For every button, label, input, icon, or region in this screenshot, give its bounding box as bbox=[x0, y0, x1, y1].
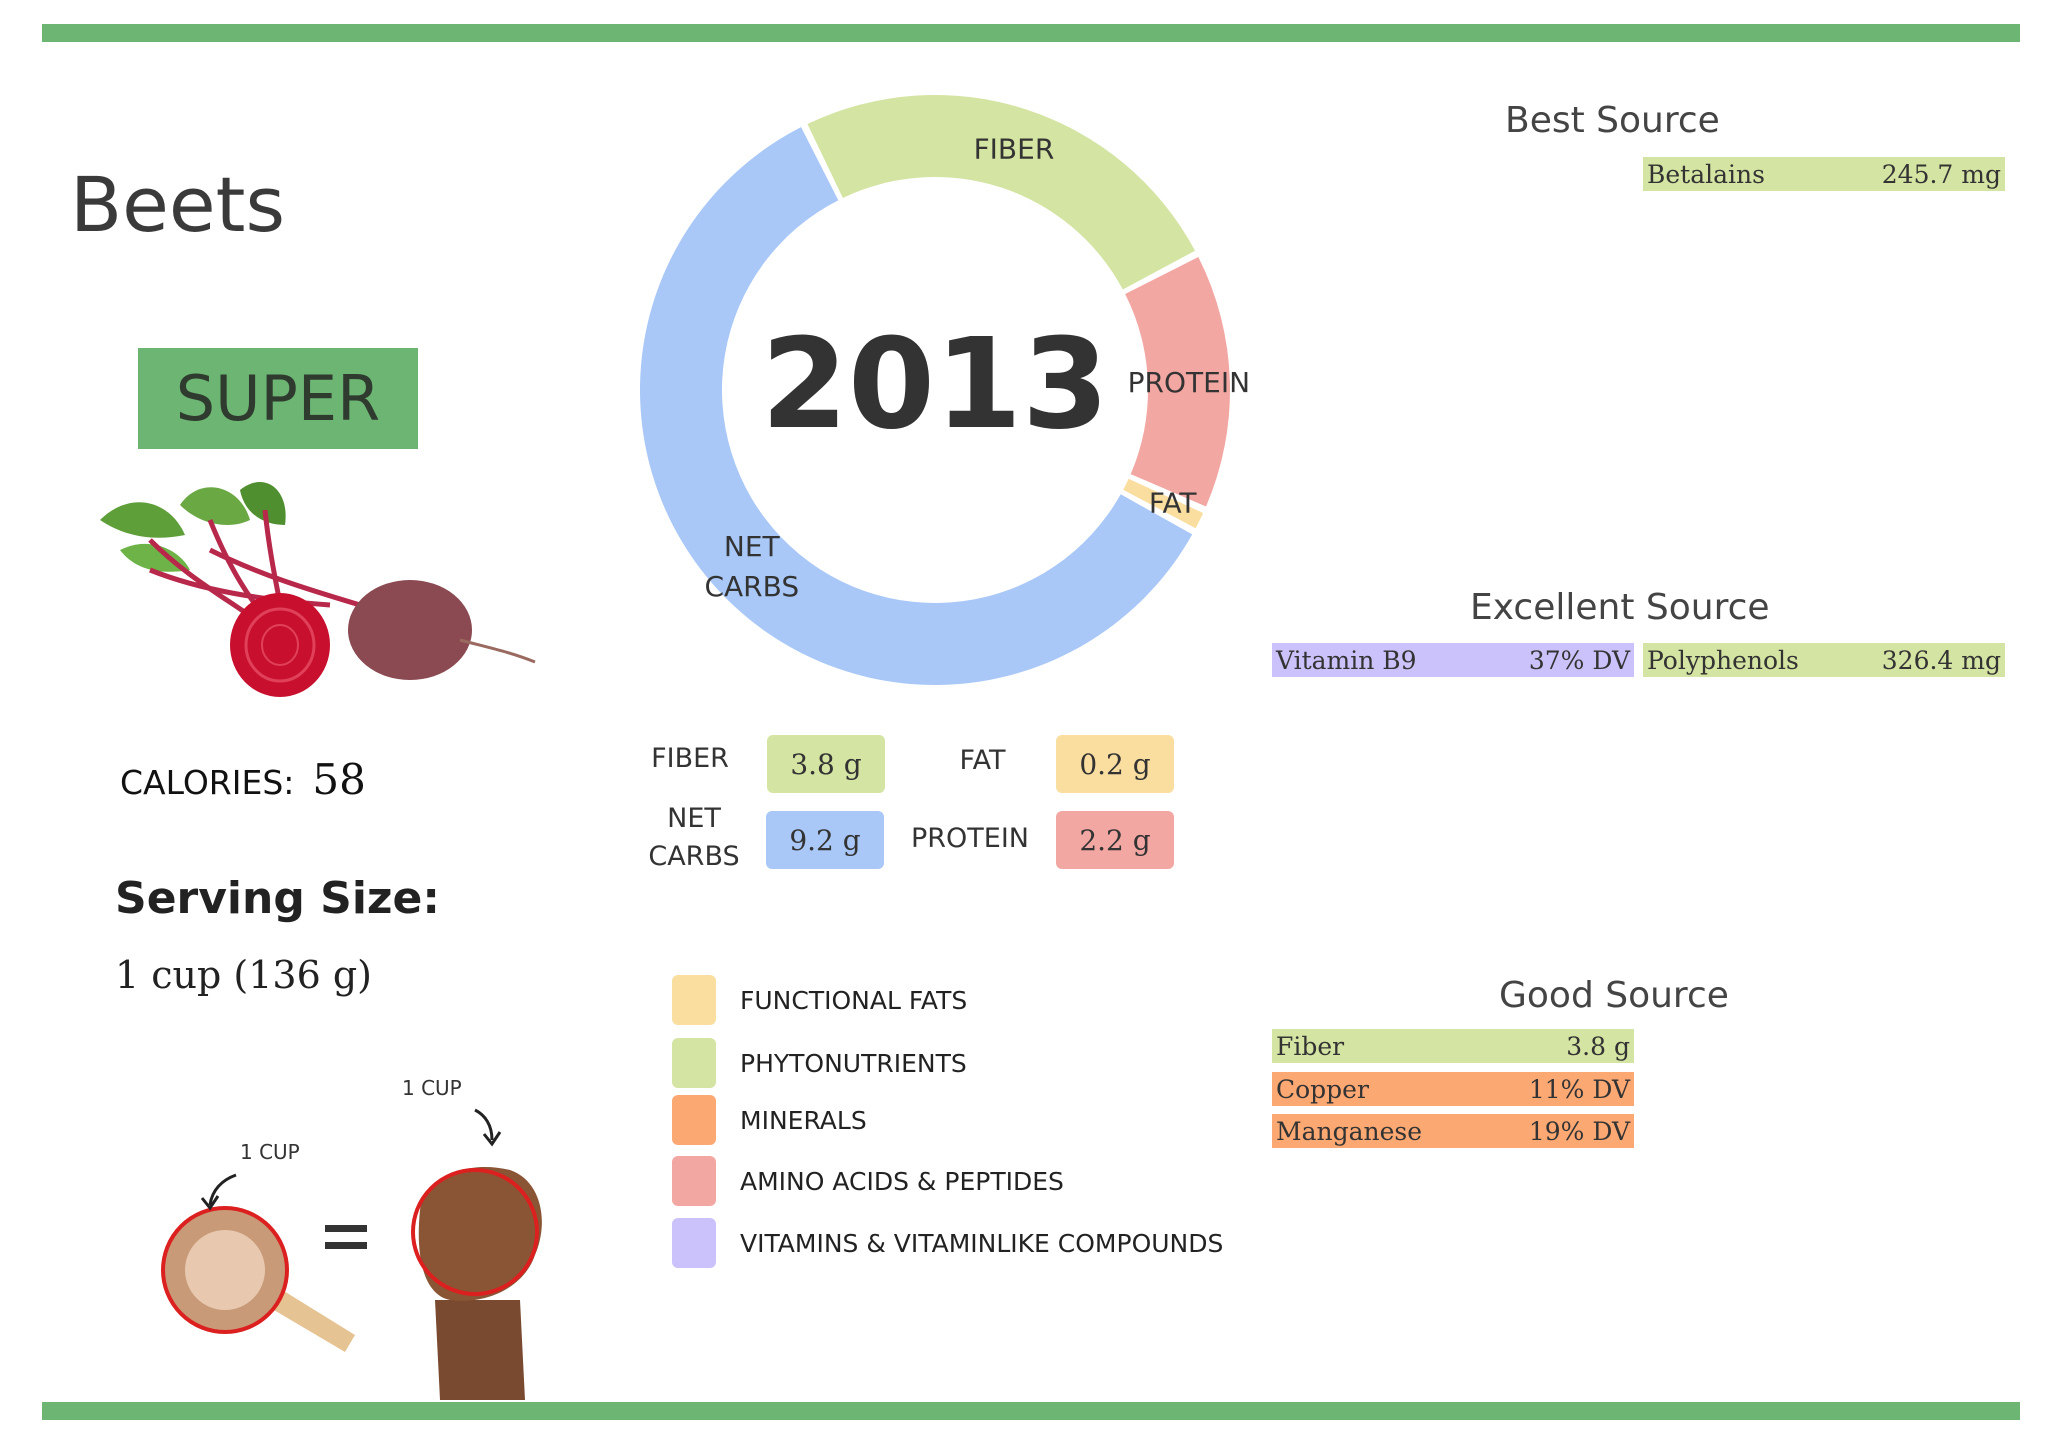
calories-label: CALORIES: bbox=[120, 763, 295, 802]
macronutrient-donut-chart: FIBER PROTEIN FAT NET CARBS 2013 bbox=[640, 94, 1250, 686]
top-divider bbox=[42, 24, 2020, 42]
beet-illustration bbox=[100, 482, 536, 697]
legend-swatch bbox=[672, 1156, 716, 1206]
wrist bbox=[435, 1300, 525, 1400]
good-source-item: Fiber 3.8 g bbox=[1272, 1029, 1634, 1063]
legend-item-functional-fats: FUNCTIONAL FATS bbox=[672, 975, 967, 1025]
legend-item-minerals: MINERALS bbox=[672, 1095, 867, 1145]
nutrient-name: Polyphenols bbox=[1647, 645, 1799, 675]
donut-slice-net-carbs bbox=[640, 127, 1193, 686]
serving-size-value: 1 cup (136 g) bbox=[115, 953, 373, 997]
rating-badge: SUPER bbox=[138, 348, 418, 449]
calories-value: 58 bbox=[312, 755, 366, 804]
center-score: 2013 bbox=[761, 312, 1109, 457]
legend-label: FUNCTIONAL FATS bbox=[740, 985, 968, 1015]
nutrient-amount: 3.8 g bbox=[1566, 1031, 1630, 1061]
donut-label-fiber: FIBER bbox=[974, 133, 1055, 166]
good-source-item: Manganese 19% DV bbox=[1272, 1114, 1634, 1148]
legend-swatch bbox=[672, 1038, 716, 1088]
cup-label: 1 CUP bbox=[240, 1140, 300, 1164]
nutrient-amount: 245.7 mg bbox=[1881, 159, 2001, 189]
nutrient-amount: 37% DV bbox=[1528, 645, 1630, 675]
nutrient-amount: 11% DV bbox=[1528, 1074, 1630, 1104]
measure-illustration: 1 CUP 1 CUP bbox=[140, 1060, 560, 1400]
fiber-label: FIBER bbox=[651, 743, 729, 774]
good-source-item: Copper 11% DV bbox=[1272, 1072, 1634, 1106]
nutrient-name: Betalains bbox=[1647, 159, 1765, 189]
donut-labels: FIBER PROTEIN FAT NET CARBS bbox=[704, 133, 1250, 603]
measure-graphics bbox=[161, 1108, 542, 1400]
best-source-title: Best Source bbox=[1505, 100, 1720, 141]
arrow-icon bbox=[208, 1173, 237, 1206]
bottom-divider bbox=[42, 1402, 2020, 1420]
legend-label: AMINO ACIDS & PEPTIDES bbox=[740, 1166, 1064, 1196]
donut-slice-protein bbox=[1125, 257, 1230, 507]
donut-slices bbox=[640, 94, 1230, 686]
fist-label: 1 CUP bbox=[402, 1076, 462, 1100]
serving-size-title: Serving Size: bbox=[115, 873, 440, 924]
net-carbs-label-line2: CARBS bbox=[648, 841, 740, 872]
legend-swatch bbox=[672, 1218, 716, 1268]
donut-label-net-carbs: NET bbox=[724, 530, 781, 563]
net-carbs-value-pill: 9.2 g bbox=[766, 811, 884, 869]
nutrient-name: Fiber bbox=[1276, 1031, 1345, 1061]
nutrient-name: Copper bbox=[1276, 1074, 1369, 1104]
donut-slice-fat bbox=[1123, 478, 1204, 529]
fat-label: FAT bbox=[959, 745, 1006, 776]
whole-beet bbox=[348, 580, 472, 680]
nutrient-amount: 326.4 mg bbox=[1881, 645, 2001, 675]
donut-label-net-carbs: CARBS bbox=[704, 570, 799, 603]
excellent-source-item: Vitamin B9 37% DV bbox=[1272, 643, 1634, 677]
legend-label: PHYTONUTRIENTS bbox=[740, 1048, 967, 1078]
nutrient-name: Manganese bbox=[1276, 1116, 1423, 1146]
best-source-item: Betalains 245.7 mg bbox=[1643, 157, 2005, 191]
fiber-value-pill: 3.8 g bbox=[767, 735, 885, 793]
legend-label: MINERALS bbox=[740, 1105, 867, 1135]
legend-item-vitamins: VITAMINS & VITAMINLIKE COMPOUNDS bbox=[672, 1218, 1223, 1268]
protein-value-pill: 2.2 g bbox=[1056, 811, 1174, 869]
net-carbs-label-line1: NET bbox=[667, 803, 721, 834]
arrow-icon bbox=[474, 1108, 494, 1141]
beet-leaves bbox=[100, 482, 286, 572]
legend-swatch bbox=[672, 975, 716, 1025]
donut-label-fat: FAT bbox=[1149, 486, 1198, 519]
legend-label: VITAMINS & VITAMINLIKE COMPOUNDS bbox=[740, 1228, 1224, 1258]
protein-label: PROTEIN bbox=[910, 823, 1029, 854]
food-title: Beets bbox=[70, 160, 286, 249]
excellent-source-item: Polyphenols 326.4 mg bbox=[1643, 643, 2005, 677]
legend-item-phytonutrients: PHYTONUTRIENTS bbox=[672, 1038, 967, 1088]
calories-row: CALORIES: 58 bbox=[120, 755, 366, 804]
nutrient-name: Vitamin B9 bbox=[1276, 645, 1417, 675]
fat-value-pill: 0.2 g bbox=[1056, 735, 1174, 793]
donut-slice-fiber bbox=[807, 94, 1196, 290]
nutrient-amount: 19% DV bbox=[1528, 1116, 1630, 1146]
legend-item-amino-acids: AMINO ACIDS & PEPTIDES bbox=[672, 1156, 1064, 1206]
legend-swatch bbox=[672, 1095, 716, 1145]
excellent-source-title: Excellent Source bbox=[1470, 587, 1770, 628]
fist-icon bbox=[418, 1166, 542, 1301]
donut-label-protein: PROTEIN bbox=[1128, 366, 1250, 399]
good-source-title: Good Source bbox=[1499, 975, 1729, 1016]
